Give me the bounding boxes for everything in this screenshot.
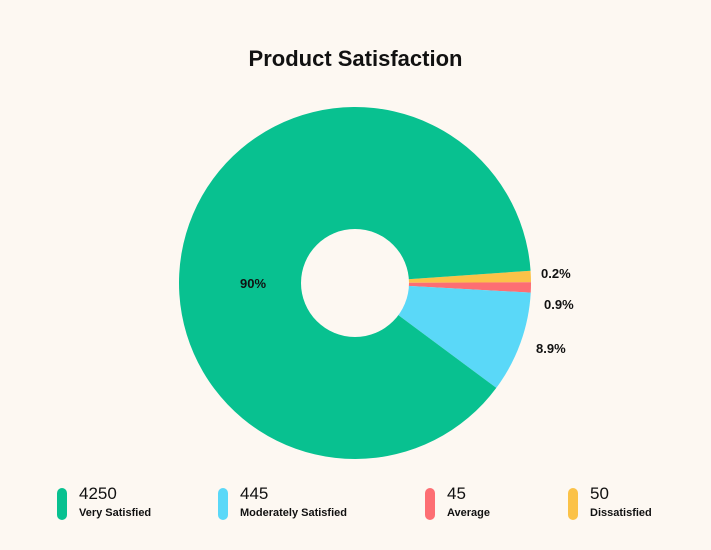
- slice-label-average: 0.9%: [544, 297, 574, 312]
- slice-label-moderately-satisfied: 8.9%: [536, 341, 566, 356]
- slice-label-dissatisfied: 0.2%: [541, 266, 571, 281]
- legend-label: Moderately Satisfied: [240, 507, 347, 519]
- legend-value: 45: [447, 484, 466, 503]
- legend-label: Average: [447, 507, 491, 519]
- legend-swatch: [57, 488, 67, 520]
- legend: 4250 Very Satisfied 445 Moderately Satisfie…: [0, 484, 711, 524]
- legend-value: 445: [240, 484, 269, 503]
- legend-swatch: [568, 488, 578, 520]
- legend-label: Very Satisfied: [79, 507, 152, 519]
- legend-swatch: [425, 488, 435, 520]
- legend-swatch: [218, 488, 228, 520]
- slice-label-very-satisfied: 90%: [240, 276, 266, 291]
- donut-hole: [301, 229, 409, 337]
- legend-value: 50: [590, 484, 609, 503]
- legend-label: Dissatisfied: [590, 507, 652, 519]
- chart-title: Product Satisfaction: [248, 46, 463, 71]
- legend-value: 4250: [79, 484, 117, 503]
